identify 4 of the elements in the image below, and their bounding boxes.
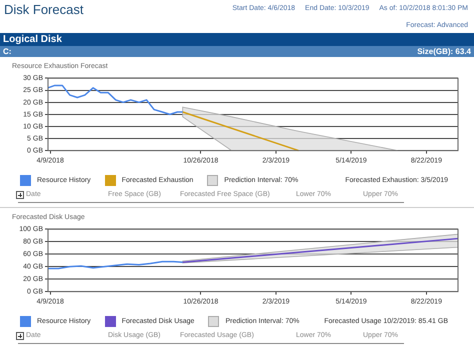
text: C: xyxy=(3,47,12,56)
text: Size(GB): 63.4 xyxy=(417,46,471,57)
text: Logical Disk xyxy=(3,34,62,45)
text: Disk Forecast xyxy=(4,2,84,17)
